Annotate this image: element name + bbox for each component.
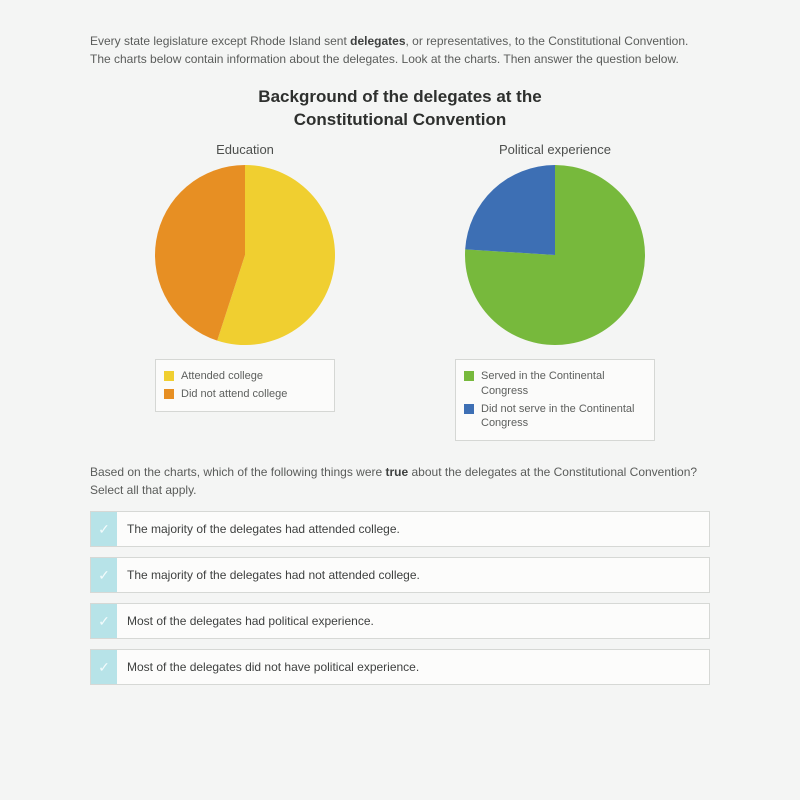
legend-label: Did not attend college	[181, 387, 287, 402]
answer-text: The majority of the delegates had attend…	[117, 512, 709, 546]
answer-text: Most of the delegates had political expe…	[117, 604, 709, 638]
education-pie	[120, 165, 370, 345]
legend-swatch	[464, 371, 474, 381]
education-legend: Attended college Did not attend college	[155, 359, 335, 412]
political-pie-svg	[465, 165, 645, 345]
question-pre: Based on the charts, which of the follow…	[90, 465, 386, 479]
charts-title-line1: Background of the delegates at the	[258, 87, 541, 106]
legend-swatch	[164, 371, 174, 381]
intro-pre: Every state legislature except Rhode Isl…	[90, 34, 350, 48]
education-subtitle: Education	[120, 142, 370, 157]
legend-label: Did not serve in the Continental Congres…	[481, 402, 646, 432]
political-subtitle: Political experience	[430, 142, 680, 157]
legend-swatch	[164, 389, 174, 399]
charts-title-line2: Constitutional Convention	[294, 110, 506, 129]
question-bold: true	[386, 465, 409, 479]
intro-text: Every state legislature except Rhode Isl…	[90, 32, 710, 68]
legend-item: Did not attend college	[164, 387, 326, 402]
legend-item: Attended college	[164, 369, 326, 384]
check-icon: ✓	[91, 604, 117, 638]
education-pie-svg	[155, 165, 335, 345]
political-chart-column: Political experience Served in the Conti…	[430, 142, 680, 441]
legend-label: Served in the Continental Congress	[481, 369, 646, 399]
answer-option[interactable]: ✓ Most of the delegates did not have pol…	[90, 649, 710, 685]
political-legend: Served in the Continental Congress Did n…	[455, 359, 655, 441]
intro-bold: delegates	[350, 34, 405, 48]
education-chart-column: Education Attended college Did not atten…	[120, 142, 370, 441]
answer-text: Most of the delegates did not have polit…	[117, 650, 709, 684]
check-icon: ✓	[91, 650, 117, 684]
question-text: Based on the charts, which of the follow…	[90, 463, 710, 499]
check-icon: ✓	[91, 512, 117, 546]
answer-option[interactable]: ✓ The majority of the delegates had not …	[90, 557, 710, 593]
charts-row: Education Attended college Did not atten…	[90, 142, 710, 441]
legend-item: Did not serve in the Continental Congres…	[464, 402, 646, 432]
answer-option[interactable]: ✓ Most of the delegates had political ex…	[90, 603, 710, 639]
answer-option[interactable]: ✓ The majority of the delegates had atte…	[90, 511, 710, 547]
legend-item: Served in the Continental Congress	[464, 369, 646, 399]
check-icon: ✓	[91, 558, 117, 592]
charts-title: Background of the delegates at the Const…	[90, 86, 710, 132]
legend-label: Attended college	[181, 369, 263, 384]
answer-text: The majority of the delegates had not at…	[117, 558, 709, 592]
political-pie	[430, 165, 680, 345]
page-container: Every state legislature except Rhode Isl…	[0, 0, 800, 705]
answers-list: ✓ The majority of the delegates had atte…	[90, 511, 710, 685]
legend-swatch	[464, 404, 474, 414]
